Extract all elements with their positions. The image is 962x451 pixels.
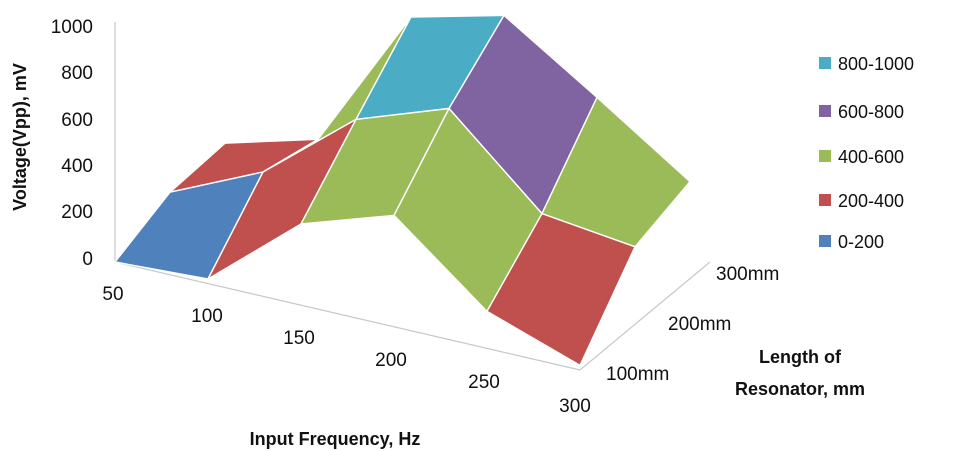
legend-label: 200-400 bbox=[838, 191, 904, 211]
depth-tick-label: 100mm bbox=[606, 364, 669, 385]
chart-axes bbox=[114, 22, 711, 371]
legend-entry: 800-1000 bbox=[819, 54, 914, 74]
legend-swatch bbox=[819, 235, 831, 247]
legend-swatch bbox=[819, 57, 831, 69]
x-axis-title: Input Frequency, Hz bbox=[250, 429, 421, 449]
z-axis-title: Voltage(Vpp), mV bbox=[10, 63, 30, 211]
legend-label: 400-600 bbox=[838, 147, 904, 167]
legend-entry: 0-200 bbox=[819, 232, 884, 252]
depth-axis-title-line2: Resonator, mm bbox=[735, 379, 865, 399]
z-tick-label: 400 bbox=[61, 156, 93, 177]
legend-swatch bbox=[819, 105, 831, 117]
legend-label: 600-800 bbox=[838, 102, 904, 122]
surface-patch bbox=[486, 212, 636, 367]
x-tick-label: 50 bbox=[102, 284, 123, 305]
x-axis-line bbox=[114, 261, 581, 371]
legend-entry: 600-800 bbox=[819, 102, 904, 122]
legend-label: 0-200 bbox=[838, 232, 884, 252]
depth-axis-title-line1: Length of bbox=[759, 347, 842, 367]
z-tick-label: 600 bbox=[61, 110, 93, 131]
depth-axis-ticks: 100mm 200mm 300mm bbox=[606, 264, 779, 385]
legend: 800-1000 600-800 400-600 200-400 0-200 bbox=[819, 54, 914, 252]
depth-tick-label: 200mm bbox=[668, 314, 731, 335]
depth-tick-label: 300mm bbox=[716, 264, 779, 285]
z-tick-label: 800 bbox=[61, 63, 93, 84]
z-tick-label: 1000 bbox=[51, 17, 93, 38]
x-axis-ticks: 50 100 150 200 250 300 bbox=[102, 284, 590, 417]
z-axis-ticks: 0 200 400 600 800 1000 bbox=[51, 17, 93, 270]
x-tick-label: 250 bbox=[468, 372, 500, 393]
x-tick-label: 100 bbox=[191, 306, 223, 327]
x-tick-label: 150 bbox=[283, 328, 315, 349]
legend-swatch bbox=[819, 150, 831, 162]
x-tick-label: 200 bbox=[375, 350, 407, 371]
legend-entry: 400-600 bbox=[819, 147, 904, 167]
legend-swatch bbox=[819, 194, 831, 206]
surface-mesh bbox=[114, 14, 691, 367]
z-tick-label: 0 bbox=[82, 249, 93, 270]
legend-entry: 200-400 bbox=[819, 191, 904, 211]
legend-label: 800-1000 bbox=[838, 54, 914, 74]
z-tick-label: 200 bbox=[61, 202, 93, 223]
x-tick-label: 300 bbox=[559, 396, 591, 417]
depth-axis-line bbox=[579, 261, 711, 371]
